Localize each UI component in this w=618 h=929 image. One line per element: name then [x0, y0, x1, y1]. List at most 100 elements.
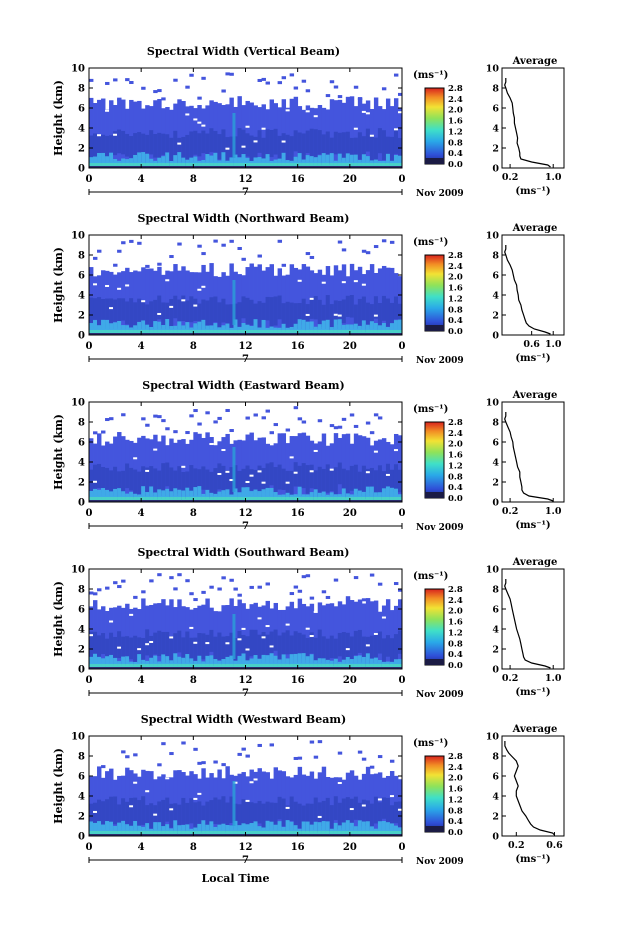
heatmap-cell: [229, 632, 234, 660]
heatmap-cell: [373, 828, 379, 833]
heatmap-cell: [141, 417, 146, 421]
heatmap-cell: [241, 468, 246, 495]
heatmap-gap: [397, 808, 403, 811]
heatmap-gap: [145, 790, 150, 793]
heatmap-cell: [157, 801, 162, 830]
average-profile-line: [504, 78, 551, 168]
heatmap-gap: [169, 636, 174, 639]
heatmap-cell: [353, 323, 359, 332]
heatmap-cell: [329, 163, 335, 166]
heatmap-cell: [377, 163, 383, 166]
colorbar-unit-label: (ms⁻¹): [413, 571, 448, 582]
heatmap-cell: [293, 801, 299, 827]
heatmap-cell: [205, 598, 210, 663]
colorbar-tick-label: 1.2: [448, 127, 463, 137]
heatmap-cell: [277, 295, 283, 320]
heatmap-cell: [261, 166, 266, 168]
average-profile-line: [504, 412, 554, 502]
heatmap-cell: [241, 664, 246, 667]
heatmap-cell: [293, 130, 299, 152]
heatmap-cell: [213, 760, 218, 764]
heatmap-cell: [381, 821, 387, 833]
heatmap-cell: [121, 500, 126, 502]
heatmap-cell: [297, 828, 303, 833]
heatmap-cell: [173, 470, 178, 493]
heatmap-cell: [185, 431, 190, 435]
heatmap-cell: [237, 333, 242, 335]
heatmap-cell: [193, 323, 198, 332]
heatmap-cell: [253, 803, 258, 828]
heatmap-cell: [333, 606, 339, 663]
heatmap-gap: [117, 646, 122, 649]
heatmap-cell: [157, 166, 162, 168]
heatmap-cell: [301, 497, 307, 500]
colorbar-unit-label: (ms⁻¹): [413, 70, 448, 81]
average-title: Average: [512, 223, 558, 234]
heatmap-cell: [353, 137, 359, 163]
heatmap-cell: [157, 415, 162, 419]
heatmap-cell: [189, 664, 194, 667]
heatmap-gap: [337, 314, 343, 317]
heatmap-cell: [317, 497, 323, 500]
colorbar: [424, 588, 445, 666]
heatmap-cell: [365, 156, 371, 165]
heatmap-cell: [309, 333, 315, 335]
heatmap-cell: [101, 430, 106, 434]
heatmap-gap: [153, 813, 158, 816]
heatmap-gap: [269, 645, 274, 648]
avg-y-tick-label: 4: [492, 124, 499, 135]
heatmap-cell: [161, 419, 166, 423]
heatmap-cell: [129, 333, 134, 335]
colorbar-tick-label: 0.8: [448, 472, 463, 482]
colorbar-tick-label: 2.0: [448, 440, 463, 450]
heatmap-cell: [289, 601, 295, 663]
heatmap-cell: [133, 154, 138, 165]
x-tick-label: 4: [138, 675, 145, 686]
heatmap-cell: [337, 834, 343, 836]
heatmap-cell: [377, 303, 383, 331]
heatmap-cell: [261, 163, 266, 166]
heatmap-cell: [121, 158, 126, 165]
heatmap-cell: [369, 635, 375, 664]
heatmap-cell: [341, 132, 347, 161]
avg-y-tick-label: 6: [492, 271, 499, 282]
heatmap-cell: [101, 330, 106, 333]
heatmap-cell: [133, 831, 138, 834]
heatmap-cell: [141, 486, 146, 499]
heatmap-cell: [277, 659, 283, 666]
heatmap-cell: [201, 761, 206, 765]
heatmap-cell: [209, 664, 214, 667]
heatmap-cell: [141, 664, 146, 667]
heatmap-cell: [185, 443, 190, 496]
heatmap-cell: [361, 664, 367, 667]
heatmap-cell: [113, 330, 118, 333]
heatmap-cell: [149, 657, 154, 666]
heatmap-cell: [261, 77, 266, 81]
heatmap-cell: [105, 163, 110, 166]
heatmap-cell: [337, 500, 343, 502]
heatmap-cell: [201, 493, 206, 499]
heatmap-cell: [201, 166, 206, 168]
heatmap-cell: [117, 631, 122, 659]
heatmap-cell: [397, 497, 403, 500]
heatmap-cell: [293, 825, 299, 833]
heatmap-cell: [145, 667, 150, 669]
heatmap-cell: [345, 596, 351, 600]
heatmap-gap: [241, 145, 246, 148]
heatmap-cell: [349, 659, 355, 666]
heatmap-cell: [209, 655, 214, 666]
heatmap-cell: [197, 96, 202, 100]
heatmap-cell: [153, 321, 158, 332]
heatmap-cell: [117, 129, 122, 154]
heatmap-cell: [153, 160, 158, 165]
heatmap-cell: [249, 629, 254, 657]
heatmap-cell: [197, 166, 202, 168]
heatmap-cell: [281, 275, 287, 329]
heatmap-cell: [245, 166, 250, 168]
heatmap-cell: [269, 431, 274, 435]
heatmap-cell: [173, 500, 178, 502]
heatmap-cell: [193, 298, 198, 321]
heatmap-cell: [305, 89, 311, 93]
heatmap-cell: [201, 667, 206, 669]
heatmap-cell: [329, 828, 335, 833]
